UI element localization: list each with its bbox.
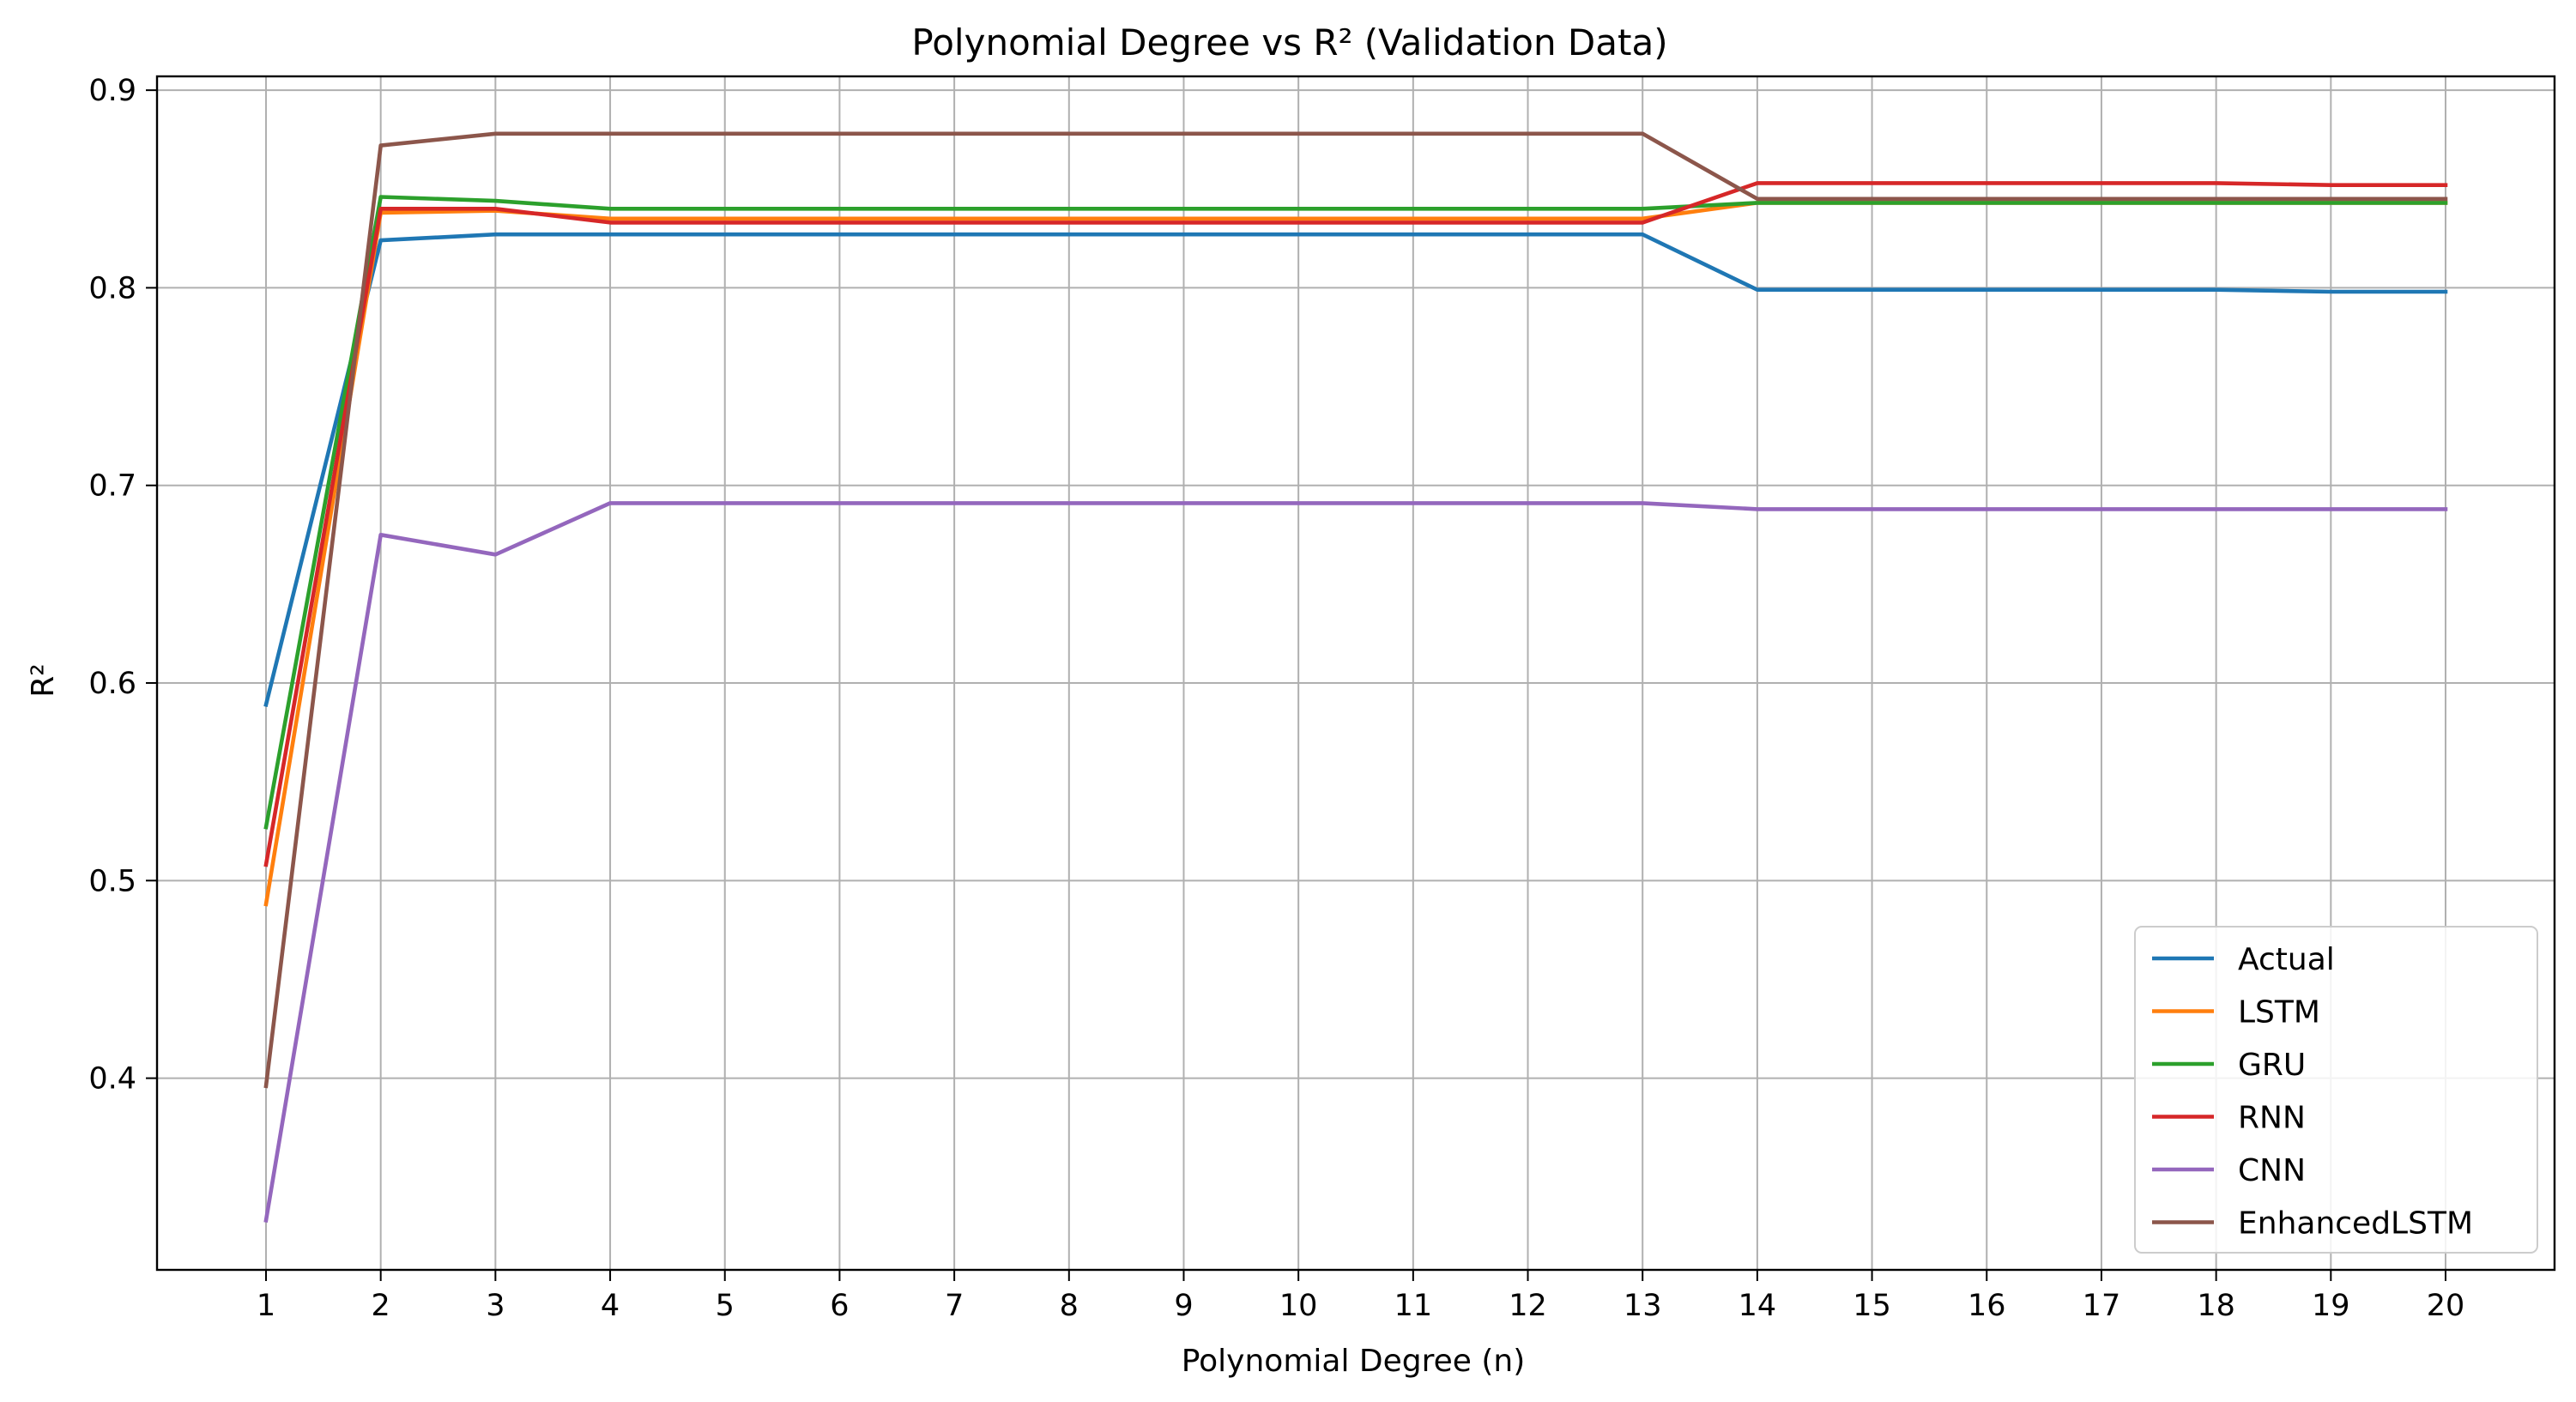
- y-tick-label: 0.9: [88, 74, 136, 108]
- x-tick-label: 4: [601, 1289, 620, 1323]
- legend-entries: Actual LSTM GRU RNN CNN EnhancedLSTM: [2152, 942, 2473, 1242]
- x-tick-label: 12: [1509, 1289, 1547, 1323]
- series-lines: [263, 131, 2448, 1224]
- legend-label-cnn: CNN: [2238, 1153, 2306, 1188]
- y-axis-ticks: 0.4 0.5 0.6 0.7 0.8 0.9: [88, 74, 157, 1097]
- legend-label-enhancedlstm: EnhancedLSTM: [2238, 1206, 2473, 1242]
- x-axis-ticks: 1 2 3 4 5 6 7 8 9 10 11 12 13 14 15 16 17 18 19 20: [257, 1270, 2464, 1323]
- y-tick-label: 0.8: [88, 271, 136, 305]
- x-tick-label: 13: [1624, 1289, 1662, 1323]
- legend-label-lstm: LSTM: [2238, 995, 2320, 1030]
- x-tick-label: 17: [2083, 1289, 2121, 1323]
- legend-label-actual: Actual: [2238, 942, 2335, 977]
- x-tick-label: 6: [830, 1289, 849, 1323]
- series-line-gru: [263, 195, 2448, 830]
- x-tick-label: 3: [486, 1289, 505, 1323]
- x-tick-label: 1: [257, 1289, 275, 1323]
- y-tick-label: 0.5: [88, 864, 136, 898]
- y-axis-label: R²: [26, 663, 61, 697]
- legend: Actual LSTM GRU RNN CNN EnhancedLSTM: [2134, 926, 2538, 1254]
- x-axis-label: Polynomial Degree (n): [1182, 1344, 1526, 1379]
- series-line-rnn: [263, 181, 2448, 867]
- legend-label-gru: GRU: [2238, 1048, 2306, 1083]
- x-tick-label: 9: [1174, 1289, 1193, 1323]
- x-tick-label: 7: [945, 1289, 964, 1323]
- plot-frame: [155, 75, 2556, 1272]
- series-line-enhancedlstm: [263, 131, 2448, 1089]
- y-tick-label: 0.4: [88, 1062, 136, 1097]
- x-tick-label: 15: [1853, 1289, 1891, 1323]
- x-tick-label: 10: [1279, 1289, 1318, 1323]
- series-line-actual: [263, 232, 2448, 708]
- y-tick-label: 0.6: [88, 667, 136, 701]
- x-tick-label: 14: [1738, 1289, 1777, 1323]
- chart-title: Polynomial Degree vs R² (Validation Data…: [911, 21, 1667, 63]
- x-tick-label: 5: [716, 1289, 735, 1323]
- x-tick-label: 16: [1968, 1289, 2006, 1323]
- x-tick-label: 2: [372, 1289, 390, 1323]
- x-tick-label: 20: [2427, 1289, 2465, 1323]
- x-tick-label: 19: [2312, 1289, 2350, 1323]
- x-tick-label: 11: [1394, 1289, 1433, 1323]
- series-line-cnn: [263, 501, 2448, 1224]
- legend-frame: [2134, 926, 2538, 1254]
- x-tick-label: 8: [1060, 1289, 1079, 1323]
- y-tick-label: 0.7: [88, 469, 136, 504]
- x-tick-label: 18: [2197, 1289, 2235, 1323]
- legend-label-rnn: RNN: [2238, 1101, 2306, 1136]
